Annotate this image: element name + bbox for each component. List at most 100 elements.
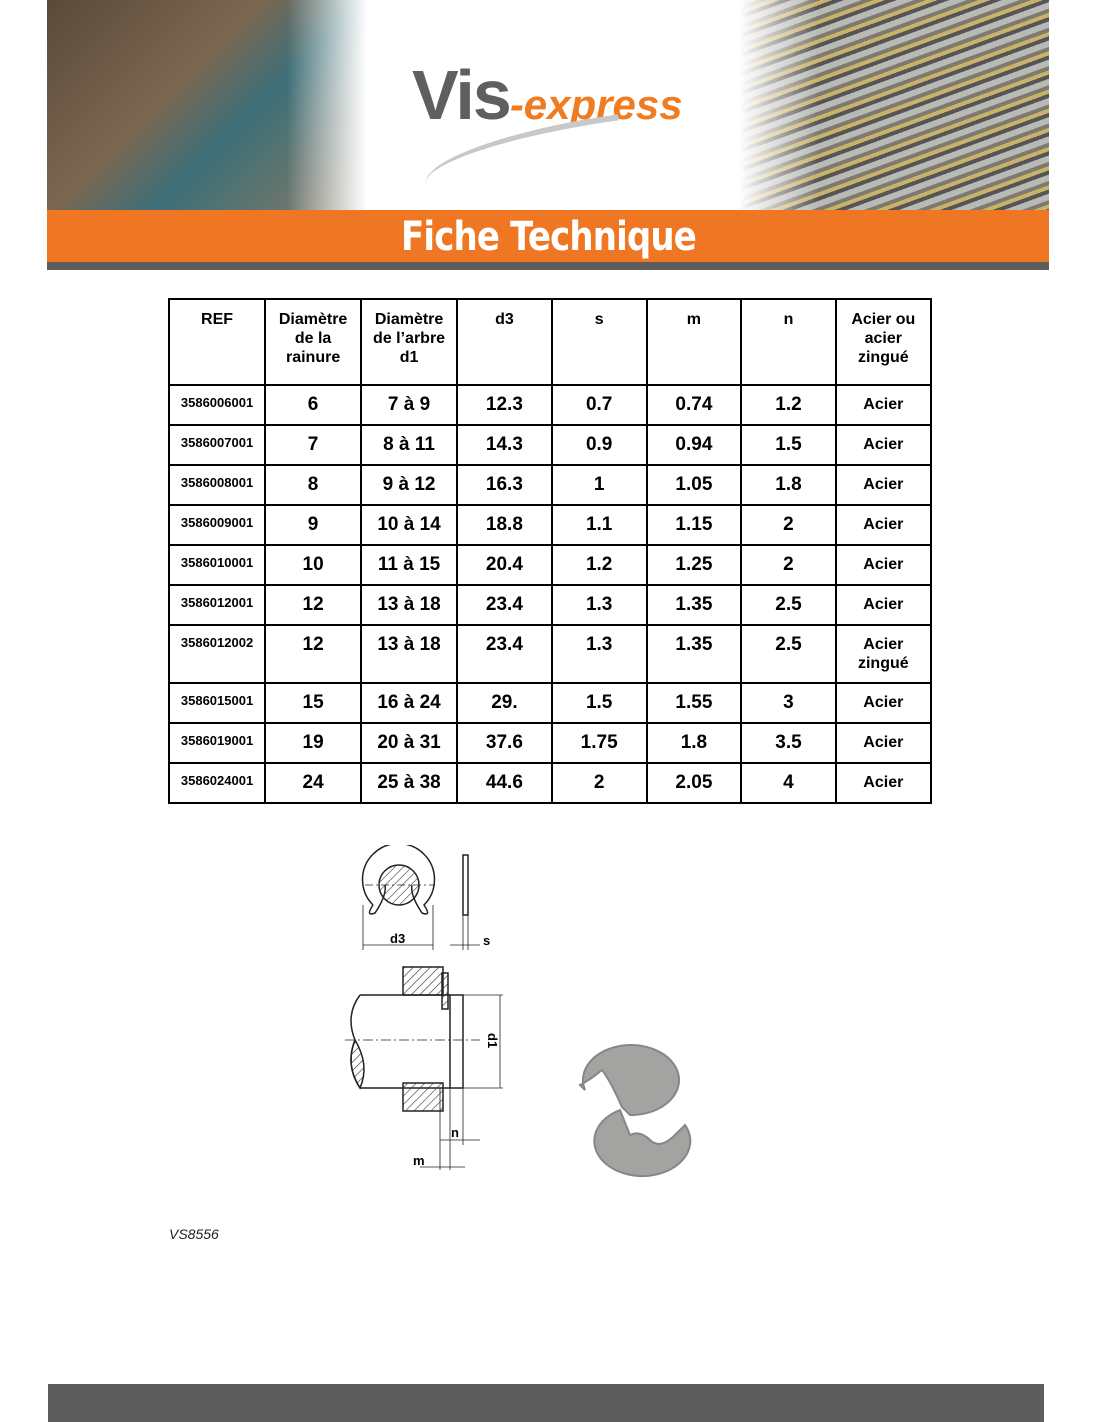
table-cell: Acier xyxy=(834,504,933,546)
table-cell: 3586006001 xyxy=(167,384,267,426)
table-cell: 3 xyxy=(740,682,837,724)
table-cell: 12.3 xyxy=(456,384,553,426)
table-cell: 44.6 xyxy=(456,762,553,804)
table-cell: 3586008001 xyxy=(167,464,267,506)
n-label: n xyxy=(451,1125,459,1140)
table-cell: 2 xyxy=(740,504,837,546)
table-cell: 1.05 xyxy=(645,464,743,506)
table-row: 3586024001 24 25 à 38 44.6 2 2.05 4 Acier xyxy=(167,762,933,804)
table-cell: 1.1 xyxy=(550,504,648,546)
table-cell: 1.8 xyxy=(645,722,743,764)
table-cell: 11 à 15 xyxy=(360,544,459,586)
table-cell: Acier zingué xyxy=(834,624,933,684)
table-cell: 12 xyxy=(264,624,363,684)
table-cell: 1.5 xyxy=(550,682,648,724)
table-cell: 16 à 24 xyxy=(360,682,459,724)
table-cell: 1.75 xyxy=(550,722,648,764)
table-cell: 13 à 18 xyxy=(360,624,459,684)
product-code: VS8556 xyxy=(169,1226,219,1242)
s-label: s xyxy=(483,933,490,948)
table-cell: Acier xyxy=(834,682,933,724)
d1-label: d1 xyxy=(485,1033,500,1048)
table-cell: 20.4 xyxy=(456,544,553,586)
table-cell: 0.7 xyxy=(550,384,648,426)
table-cell: Acier xyxy=(834,544,933,586)
table-cell: 1.35 xyxy=(645,584,743,626)
table-cell: Acier xyxy=(834,762,933,804)
tools-photo xyxy=(47,0,367,210)
table-cell: 4 xyxy=(740,762,837,804)
table-cell: 19 xyxy=(264,722,363,764)
column-header: REF xyxy=(167,298,267,386)
table-cell: 14.3 xyxy=(456,424,553,466)
table-cell: 12 xyxy=(264,584,363,626)
column-header: Diamètre de la rainure xyxy=(264,298,363,386)
header-banner: Vis-express xyxy=(47,0,1049,210)
table-cell: Acier xyxy=(834,722,933,764)
table-cell: 18.8 xyxy=(456,504,553,546)
table-cell: 25 à 38 xyxy=(360,762,459,804)
table-cell: Acier xyxy=(834,464,933,506)
table-cell: 3586015001 xyxy=(167,682,267,724)
table-row: 3586007001 7 8 à 11 14.3 0.9 0.94 1.5 Acier xyxy=(167,424,933,466)
column-header: n xyxy=(740,298,837,386)
table-cell: 23.4 xyxy=(456,624,553,684)
table-cell: 8 xyxy=(264,464,363,506)
table-cell: 1.5 xyxy=(740,424,837,466)
table-row: 3586012002 12 13 à 18 23.4 1.3 1.35 2.5 Acier zi… xyxy=(167,624,933,684)
vis-express-logo: Vis-express xyxy=(412,56,683,134)
table-cell: 1.8 xyxy=(740,464,837,506)
table-cell: 1.3 xyxy=(550,624,648,684)
table-cell: 1.55 xyxy=(645,682,743,724)
circlip-photo xyxy=(578,1044,692,1177)
table-cell: 15 xyxy=(264,682,363,724)
table-cell: Acier xyxy=(834,424,933,466)
table-cell: 2 xyxy=(740,544,837,586)
table-row: 3586010001 10 11 à 15 20.4 1.2 1.25 2 Acier xyxy=(167,544,933,586)
table-cell: 20 à 31 xyxy=(360,722,459,764)
table-cell: 13 à 18 xyxy=(360,584,459,626)
table-cell: 2.5 xyxy=(740,584,837,626)
d3-label: d3 xyxy=(390,931,405,946)
table-cell: 0.94 xyxy=(645,424,743,466)
table-cell: 16.3 xyxy=(456,464,553,506)
table-cell: 29. xyxy=(456,682,553,724)
footer-bar xyxy=(48,1384,1044,1422)
table-cell: 24 xyxy=(264,762,363,804)
table-cell: 3586012001 xyxy=(167,584,267,626)
table-cell: 3586019001 xyxy=(167,722,267,764)
table-row: 3586008001 8 9 à 12 16.3 1 1.05 1.8 Acier xyxy=(167,464,933,506)
table-cell: 0.74 xyxy=(645,384,743,426)
screws-photo xyxy=(739,0,1049,210)
table-cell: 8 à 11 xyxy=(360,424,459,466)
table-cell: 3586010001 xyxy=(167,544,267,586)
table-cell: 0.9 xyxy=(550,424,648,466)
column-header: d3 xyxy=(456,298,553,386)
table-cell: Acier xyxy=(834,584,933,626)
spec-table: REF Diamètre de la rainure Diamètre de l’arbr… xyxy=(167,298,933,804)
table-cell: 9 à 12 xyxy=(360,464,459,506)
table-cell: 1.15 xyxy=(645,504,743,546)
table-cell: 1.2 xyxy=(740,384,837,426)
column-header: m xyxy=(645,298,743,386)
table-row: 3586012001 12 13 à 18 23.4 1.3 1.35 2.5 Acier xyxy=(167,584,933,626)
table-cell: 3.5 xyxy=(740,722,837,764)
table-cell: 37.6 xyxy=(456,722,553,764)
table-row: 3586019001 19 20 à 31 37.6 1.75 1.8 3.5 Acier xyxy=(167,722,933,764)
table-cell: 1.25 xyxy=(645,544,743,586)
page-title: Fiche Technique xyxy=(400,214,697,260)
table-cell: 2.05 xyxy=(645,762,743,804)
table-cell: 7 à 9 xyxy=(360,384,459,426)
table-cell: 6 xyxy=(264,384,363,426)
table-cell: 10 à 14 xyxy=(360,504,459,546)
m-label: m xyxy=(413,1153,425,1168)
table-cell: 1.35 xyxy=(645,624,743,684)
table-cell: 3586009001 xyxy=(167,504,267,546)
table-cell: 1.3 xyxy=(550,584,648,626)
table-cell: 23.4 xyxy=(456,584,553,626)
column-header: s xyxy=(550,298,648,386)
column-header: Diamètre de l’arbre d1 xyxy=(360,298,459,386)
table-cell: 3586012002 xyxy=(167,624,267,684)
circlip-diagram: d3 s d1 n m xyxy=(345,845,692,1177)
table-cell: 10 xyxy=(264,544,363,586)
